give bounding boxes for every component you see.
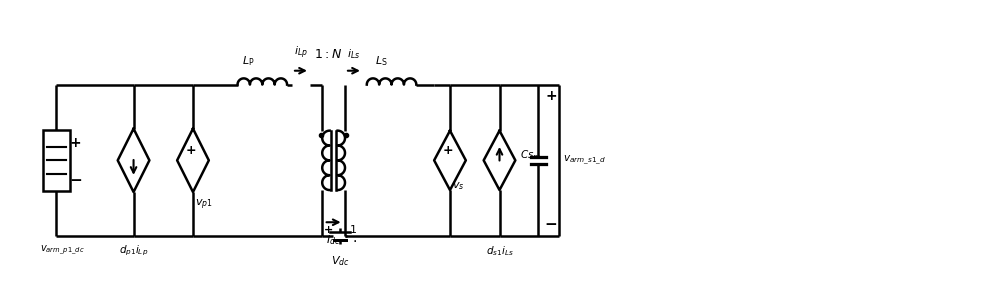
Text: +: + [186,144,196,157]
Text: $L_\mathrm{P}$: $L_\mathrm{P}$ [242,54,255,68]
Text: $v_s$: $v_s$ [452,180,464,192]
Text: 1: 1 [349,225,356,235]
Text: $d_{p1}i_{Lp}$: $d_{p1}i_{Lp}$ [119,244,148,258]
Text: $Cs_m$: $Cs_m$ [520,149,542,162]
Text: $I_{dc}$: $I_{dc}$ [326,233,341,247]
Text: $i_{Lp}$: $i_{Lp}$ [294,45,308,61]
Text: +: + [70,136,81,149]
Text: +: + [324,225,333,235]
Text: $V_{dc}$: $V_{dc}$ [331,254,349,268]
Text: +: + [443,144,453,157]
Text: $\cdot$: $\cdot$ [352,233,357,247]
Text: $d_{s1}i_{Ls}$: $d_{s1}i_{Ls}$ [486,244,513,258]
Text: −: − [69,173,82,188]
Text: $1:N$: $1:N$ [314,48,342,61]
Text: $v_{arm\_s1\_d}$: $v_{arm\_s1\_d}$ [563,154,606,167]
Text: $v_{arm\_p1\_dc}$: $v_{arm\_p1\_dc}$ [40,244,85,257]
Text: −: − [545,217,557,232]
Text: $L_\mathrm{S}$: $L_\mathrm{S}$ [375,54,387,68]
Bar [43,130,70,191]
Text: $i_{Ls}$: $i_{Ls}$ [347,47,361,61]
Text: $v_{p1}$: $v_{p1}$ [195,198,213,212]
Text: +: + [545,90,557,103]
